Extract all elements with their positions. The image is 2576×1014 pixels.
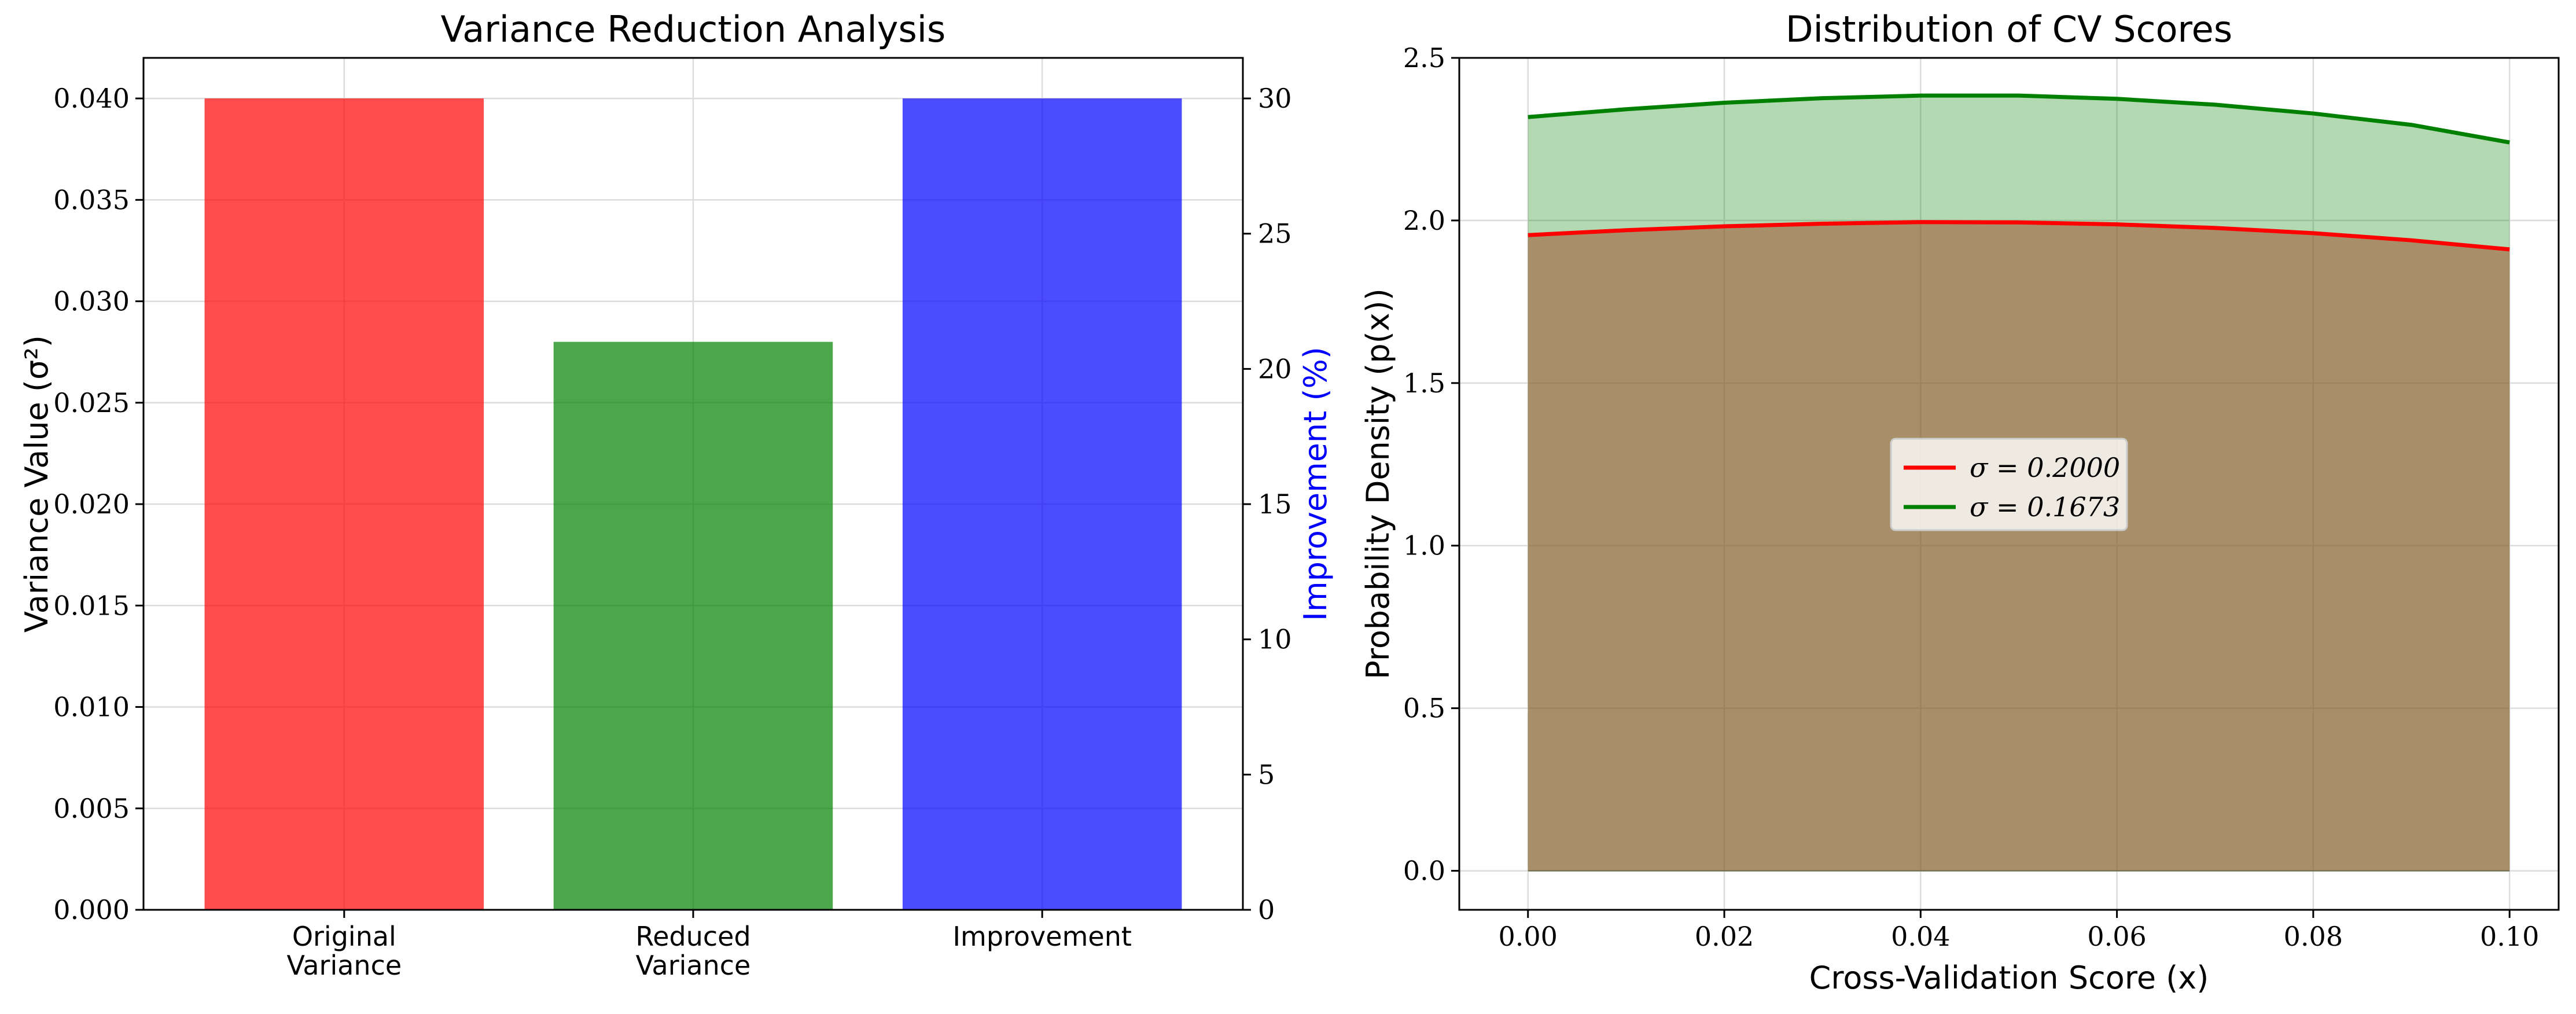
right-y-tick-label: 5 [1258, 759, 1275, 790]
right-chart-x-tick-label: 0.04 [1891, 921, 1950, 952]
density-line [1528, 93, 2510, 145]
right-y-tick-label: 30 [1258, 83, 1292, 114]
x-tick-label: Improvement [952, 921, 1131, 952]
right-y-tick-label: 15 [1258, 488, 1292, 520]
right-chart-x-axis-label: Cross-Validation Score (x) [1809, 960, 2209, 996]
left-y-tick-label: 0.020 [53, 488, 130, 520]
density-line [1528, 220, 2510, 252]
right-chart-x-tick-label: 0.02 [1695, 921, 1754, 952]
right-chart-x-tick-label: 0.10 [2480, 921, 2539, 952]
left-chart-bars [204, 98, 1182, 910]
left-y-axis-ticks: 0.000 0.005 0.010 0.015 0.020 0.025 0.030 0.035… [53, 83, 143, 925]
right-y-tick-label: 25 [1258, 218, 1292, 249]
legend-label: σ = 0.1673 [1970, 491, 2120, 523]
right-chart-title: Distribution of CV Scores [1786, 8, 2232, 50]
left-y-axis-label: Variance Value (σ²) [19, 335, 55, 633]
left-y-tick-label: 0.035 [53, 184, 130, 215]
left-y-tick-label: 0.000 [53, 894, 130, 925]
left-y-tick-label: 0.010 [53, 692, 130, 723]
right-chart-y-ticks: 0.0 0.5 1.0 1.5 2.0 2.5 [1403, 42, 1459, 887]
right-chart-y-tick-label: 0.5 [1403, 693, 1445, 724]
right-chart-y-tick-label: 2.0 [1403, 205, 1445, 236]
left-y-tick-label: 0.040 [53, 83, 130, 114]
bar [553, 341, 833, 910]
x-tick-label: Variance [636, 950, 751, 981]
left-y-tick-label: 0.025 [53, 387, 130, 418]
left-x-axis-ticks: OriginalVarianceReducedVarianceImproveme… [286, 910, 1132, 981]
x-tick-label: Reduced [635, 921, 750, 952]
right-chart-x-tick-label: 0.00 [1499, 921, 1558, 952]
right-chart-y-tick-label: 0.0 [1403, 855, 1445, 887]
right-y-axis-ticks: 0 5 10 15 20 25 30 [1243, 83, 1292, 925]
left-chart-title: Variance Reduction Analysis [441, 8, 946, 50]
x-tick-label: Original [292, 921, 396, 952]
right-y-tick-label: 20 [1258, 353, 1292, 384]
right-y-tick-label: 0 [1258, 894, 1275, 925]
right-chart-x-tick-label: 0.06 [2087, 921, 2146, 952]
legend-label: σ = 0.2000 [1970, 452, 2120, 483]
variance-reduction-panel: 0.000 0.005 0.010 0.015 0.020 0.025 0.030 0.035… [19, 8, 1334, 981]
bar [204, 98, 484, 910]
right-chart-frame [1458, 57, 2560, 911]
right-y-tick-label: 10 [1258, 624, 1292, 655]
right-chart-y-tick-label: 1.5 [1403, 368, 1445, 399]
right-chart-y-tick-label: 1.0 [1403, 530, 1445, 561]
right-chart-y-tick-label: 2.5 [1403, 42, 1445, 74]
density-fill [1528, 222, 2510, 871]
cv-distribution-panel: 0.00.51.01.52.02.5 0.00 0.02 0.04 0.06 0.08 0… [1360, 8, 2560, 996]
left-y-tick-label: 0.015 [53, 590, 130, 621]
x-tick-label: Variance [286, 950, 402, 981]
left-y-tick-label: 0.030 [53, 286, 130, 317]
bar [902, 98, 1182, 910]
legend: σ = 0.2000 σ = 0.1673 [1890, 438, 2128, 531]
right-y-axis-label: Improvement (%) [1297, 347, 1334, 621]
left-y-tick-label: 0.005 [53, 793, 130, 824]
right-chart-x-tick-label: 0.08 [2284, 921, 2343, 952]
right-chart-x-ticks: 0.00 0.02 0.04 0.06 0.08 0.10 [1499, 910, 2539, 952]
right-chart-y-axis-label: Probability Density (p(x)) [1360, 288, 1396, 679]
